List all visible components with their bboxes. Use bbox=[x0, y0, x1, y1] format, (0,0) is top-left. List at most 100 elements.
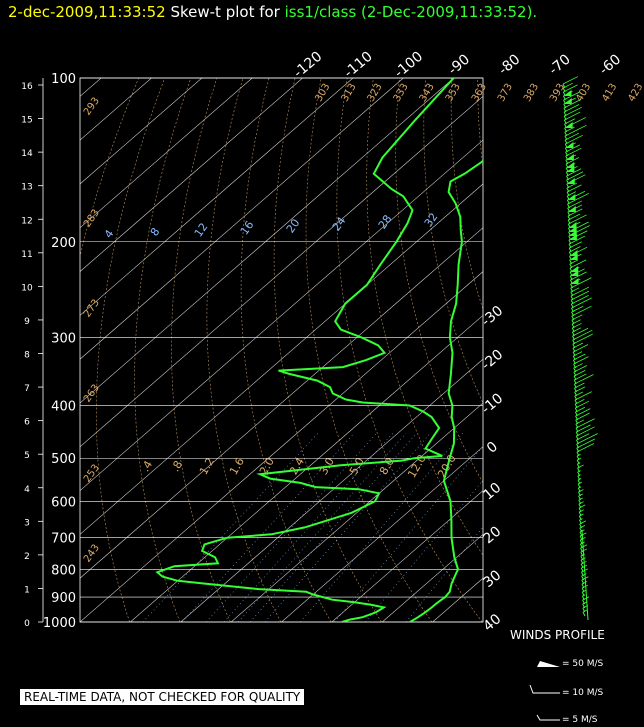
wind-staff bbox=[582, 611, 586, 617]
wind-pennant bbox=[564, 122, 573, 128]
wind-barb bbox=[572, 327, 589, 337]
wind-barb bbox=[572, 329, 593, 341]
wind-legend-50: = 50 M/S bbox=[562, 659, 604, 669]
height-tick-label: 13 bbox=[21, 183, 32, 193]
isotherm-line bbox=[80, 78, 303, 272]
theta-label-top: 323 bbox=[366, 82, 385, 104]
dry-adiabat bbox=[240, 78, 332, 622]
theta-label-left: 253 bbox=[82, 463, 102, 485]
wind-barb bbox=[579, 509, 585, 513]
theta-label-left: 273 bbox=[82, 298, 102, 320]
pressure-tick-label: 700 bbox=[51, 532, 76, 547]
wind-barb bbox=[567, 200, 583, 209]
wind-pennant bbox=[570, 270, 579, 276]
wind-barb bbox=[564, 126, 575, 133]
wind-barb bbox=[570, 271, 587, 281]
wind-barb bbox=[574, 391, 592, 401]
temperature-tick-label-top: -110 bbox=[341, 49, 376, 82]
wind-barb bbox=[574, 373, 587, 381]
wind-barb bbox=[565, 147, 582, 157]
theta-label-left: 283 bbox=[82, 208, 102, 230]
wind-barb bbox=[580, 544, 588, 549]
wind-barb bbox=[565, 157, 580, 165]
dry-adiabat bbox=[634, 78, 644, 622]
wind-barb bbox=[564, 118, 576, 125]
wind-barb bbox=[573, 353, 586, 361]
dewpoint-profile bbox=[155, 78, 455, 622]
temperature-tick-label-right: 40 bbox=[480, 611, 504, 635]
mixing-ratio-line bbox=[300, 433, 463, 622]
isotherm-line bbox=[482, 621, 483, 622]
chart-title: 2-dec-2009,11:33:52 Skew-t plot for iss1… bbox=[8, 3, 537, 21]
height-tick-label: 3 bbox=[24, 518, 30, 528]
wind-barb bbox=[571, 306, 584, 313]
mixing-ratio-label: .8 bbox=[169, 458, 186, 474]
wind-pennant bbox=[568, 222, 577, 228]
wind-barb bbox=[571, 297, 592, 309]
mixing-ratio-label: 2.4 bbox=[287, 455, 307, 477]
wind-barb bbox=[572, 327, 581, 333]
wind-barb bbox=[578, 501, 584, 505]
quality-disclaimer: REAL-TIME DATA, NOT CHECKED FOR QUALITY bbox=[20, 689, 305, 705]
wind-barb bbox=[574, 374, 594, 385]
mixing-ratio-line bbox=[142, 433, 319, 622]
wind-barb bbox=[581, 584, 589, 589]
temperature-tick-label-top: -90 bbox=[445, 51, 473, 78]
mixing-ratio-line bbox=[405, 526, 483, 622]
wind-barb bbox=[577, 457, 582, 461]
title-station-info: iss1/class (2-Dec-2009,11:33:52). bbox=[284, 3, 538, 21]
isotherm-line bbox=[80, 95, 483, 448]
wind-pennant bbox=[563, 90, 572, 96]
isotherm-line bbox=[80, 78, 203, 185]
temperature-profile bbox=[409, 159, 483, 622]
wind-pennant bbox=[566, 178, 575, 184]
theta-label-top: 383 bbox=[522, 82, 541, 104]
wind-legend-10: = 10 M/S bbox=[562, 688, 604, 698]
temperature-tick-label-top: -80 bbox=[496, 51, 524, 78]
dry-adiabat bbox=[95, 78, 165, 622]
dry-adiabat bbox=[450, 78, 483, 311]
wind-legend-5-symbol bbox=[536, 714, 560, 721]
wind-barb bbox=[581, 573, 587, 577]
wind-barb bbox=[575, 418, 595, 429]
wind-barb bbox=[574, 386, 586, 393]
theta-label-left: 293 bbox=[82, 96, 102, 118]
mixing-ratio-label: 32 bbox=[422, 211, 441, 230]
dry-adiabat bbox=[366, 78, 483, 556]
wind-barb bbox=[576, 453, 581, 457]
theta-label-top: 333 bbox=[392, 82, 411, 104]
wind-barb bbox=[576, 426, 595, 437]
mixing-ratio-label: .4 bbox=[139, 458, 156, 474]
wind-barb bbox=[569, 259, 587, 269]
wind-pennant bbox=[568, 230, 577, 236]
wind-barb bbox=[570, 287, 580, 293]
title-plot-label: Skew-t plot for bbox=[170, 3, 280, 21]
height-tick-label: 15 bbox=[21, 116, 32, 126]
height-tick-label: 16 bbox=[21, 82, 33, 92]
theta-label-left: 243 bbox=[82, 543, 102, 565]
dry-adiabat bbox=[477, 78, 483, 170]
wind-pennant bbox=[570, 278, 579, 284]
wind-barb bbox=[563, 104, 580, 113]
isotherm-line bbox=[382, 533, 483, 622]
wind-barb bbox=[577, 481, 583, 485]
mixing-ratio-label: 5.0 bbox=[347, 455, 367, 477]
wind-barb bbox=[574, 399, 585, 405]
height-tick-label: 1 bbox=[24, 585, 30, 595]
wind-barb bbox=[578, 486, 582, 489]
height-tick-label: 14 bbox=[21, 149, 33, 159]
wind-barb bbox=[564, 124, 587, 137]
wind-staff bbox=[581, 529, 589, 621]
theta-label-top: 313 bbox=[340, 82, 359, 104]
height-tick-label: 12 bbox=[21, 216, 32, 226]
dry-adiabat bbox=[134, 78, 192, 622]
wind-barb bbox=[564, 132, 580, 141]
wind-barb bbox=[572, 344, 589, 353]
isotherm-line bbox=[230, 402, 483, 622]
title-timestamp: 2-dec-2009,11:33:52 bbox=[8, 3, 166, 21]
wind-barb bbox=[578, 497, 583, 501]
mixing-ratio-label: 24 bbox=[330, 215, 349, 234]
wind-barb bbox=[575, 419, 585, 425]
wind-barb bbox=[564, 106, 582, 117]
